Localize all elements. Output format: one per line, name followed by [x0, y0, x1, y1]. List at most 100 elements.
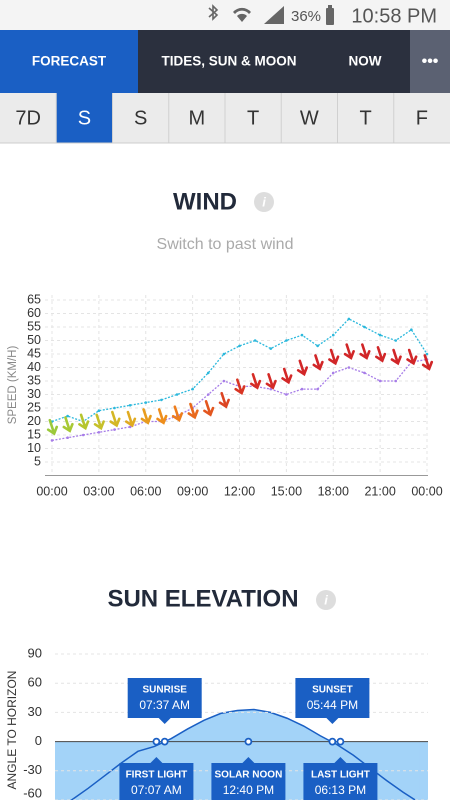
wind-arrow	[125, 410, 137, 428]
y-tick-label: 30	[27, 387, 41, 401]
nav-tab-selected[interactable]	[0, 30, 138, 93]
wind-point	[206, 393, 210, 396]
wind-point	[66, 436, 69, 440]
day-tab[interactable]: T	[247, 107, 259, 129]
wind-point	[316, 387, 319, 391]
y-tick-label: 50	[27, 333, 41, 347]
event-pointer	[326, 718, 339, 724]
wind-point	[300, 387, 304, 391]
event-dot	[336, 737, 345, 746]
status-icons	[208, 4, 334, 25]
day-tab[interactable]: F	[416, 107, 428, 129]
section-title: WIND	[173, 188, 237, 215]
event-label: SUNRISE	[142, 685, 187, 696]
wind-point	[378, 379, 382, 383]
wind-arrow	[187, 402, 199, 420]
nav-tab[interactable]: TIDES, SUN & MOON	[161, 54, 296, 69]
event-label: SUNSET	[312, 685, 353, 696]
x-tick-label: 00:00	[411, 484, 442, 498]
clock: 10:58 PM	[351, 5, 437, 27]
y-tick-label: -30	[23, 762, 42, 777]
y-tick-label: 15	[27, 427, 41, 441]
wind-point	[410, 328, 413, 332]
wind-point	[394, 379, 398, 383]
x-tick-label: 00:00	[36, 484, 67, 498]
event-pointer	[334, 757, 347, 763]
wind-arrow	[328, 348, 340, 366]
status-bar	[0, 0, 450, 30]
wind-arrow	[234, 378, 246, 396]
wind-arrow	[375, 346, 387, 363]
x-tick-label: 09:00	[177, 484, 208, 498]
wind-point	[206, 371, 210, 375]
y-tick-label: 45	[27, 346, 41, 360]
day-tab[interactable]: M	[189, 107, 206, 129]
info-glyph[interactable]: i	[324, 592, 328, 607]
wind-point	[238, 344, 241, 348]
wind-point	[113, 428, 116, 431]
x-tick-label: 12:00	[224, 484, 255, 498]
event-dot	[244, 737, 253, 746]
wind-point	[425, 352, 429, 356]
section-title: SUN ELEVATION	[107, 585, 298, 612]
wind-arrow	[359, 343, 371, 360]
day-tab[interactable]: S	[134, 107, 147, 129]
day-tab-selected[interactable]	[56, 93, 113, 143]
wind-point	[316, 344, 319, 348]
wind-point	[222, 379, 226, 383]
event-label: SOLAR NOON	[215, 770, 283, 781]
y-tick-label: 30	[28, 704, 42, 719]
wind-arrow	[218, 391, 230, 409]
day-tab[interactable]: S	[78, 107, 91, 129]
event-box	[119, 763, 194, 800]
wind-point	[378, 333, 382, 337]
wind-arrow	[156, 408, 168, 425]
wind-point	[300, 333, 304, 337]
nav-tab[interactable]: NOW	[349, 54, 382, 69]
wind-arrow	[296, 359, 309, 377]
day-tab[interactable]: 7D	[15, 107, 41, 129]
info-glyph[interactable]: i	[262, 194, 266, 209]
elevation-area	[55, 709, 420, 800]
wind-point	[191, 387, 194, 391]
day-tab[interactable]: W	[300, 107, 319, 129]
wind-arrow	[109, 410, 121, 428]
wind-point	[269, 387, 273, 391]
event-dot	[328, 737, 337, 746]
wind-point	[285, 393, 288, 396]
event-box	[303, 763, 378, 800]
nav-tab[interactable]: FORECAST	[32, 54, 107, 69]
wind-point	[66, 414, 69, 418]
wind-point	[363, 325, 366, 329]
event-pointer	[242, 757, 255, 763]
event-label: LAST LIGHT	[311, 770, 370, 781]
wind-arrow	[343, 343, 355, 360]
event-time: 12:40 PM	[223, 783, 274, 797]
day-tab[interactable]: T	[360, 107, 372, 129]
y-tick-label: 40	[27, 360, 41, 374]
wind-point	[50, 439, 54, 442]
wind-arrow	[62, 416, 74, 433]
event-label: FIRST LIGHT	[126, 770, 188, 781]
wind-point	[97, 431, 101, 434]
x-tick-label: 03:00	[83, 484, 114, 498]
event-pointer	[158, 718, 171, 724]
wind-arrow	[93, 413, 105, 431]
wind-point	[363, 371, 366, 375]
wind-point	[331, 371, 335, 375]
y-tick-label: -60	[23, 785, 42, 800]
wind-arrow	[265, 373, 277, 390]
wind-arrow	[140, 408, 152, 425]
info-icon[interactable]	[254, 192, 274, 212]
y-tick-label: 0	[35, 733, 42, 748]
wind-arrow	[312, 354, 324, 371]
more-icon[interactable]: •••	[422, 53, 439, 70]
elevation-line	[70, 708, 417, 800]
wind-point	[394, 339, 398, 342]
wind-arrow	[203, 400, 215, 417]
wind-point	[269, 347, 273, 350]
past-wind-link[interactable]: Switch to past wind	[157, 236, 294, 253]
event-dot	[152, 737, 161, 746]
info-icon[interactable]	[316, 590, 336, 610]
more-button[interactable]	[410, 30, 450, 93]
